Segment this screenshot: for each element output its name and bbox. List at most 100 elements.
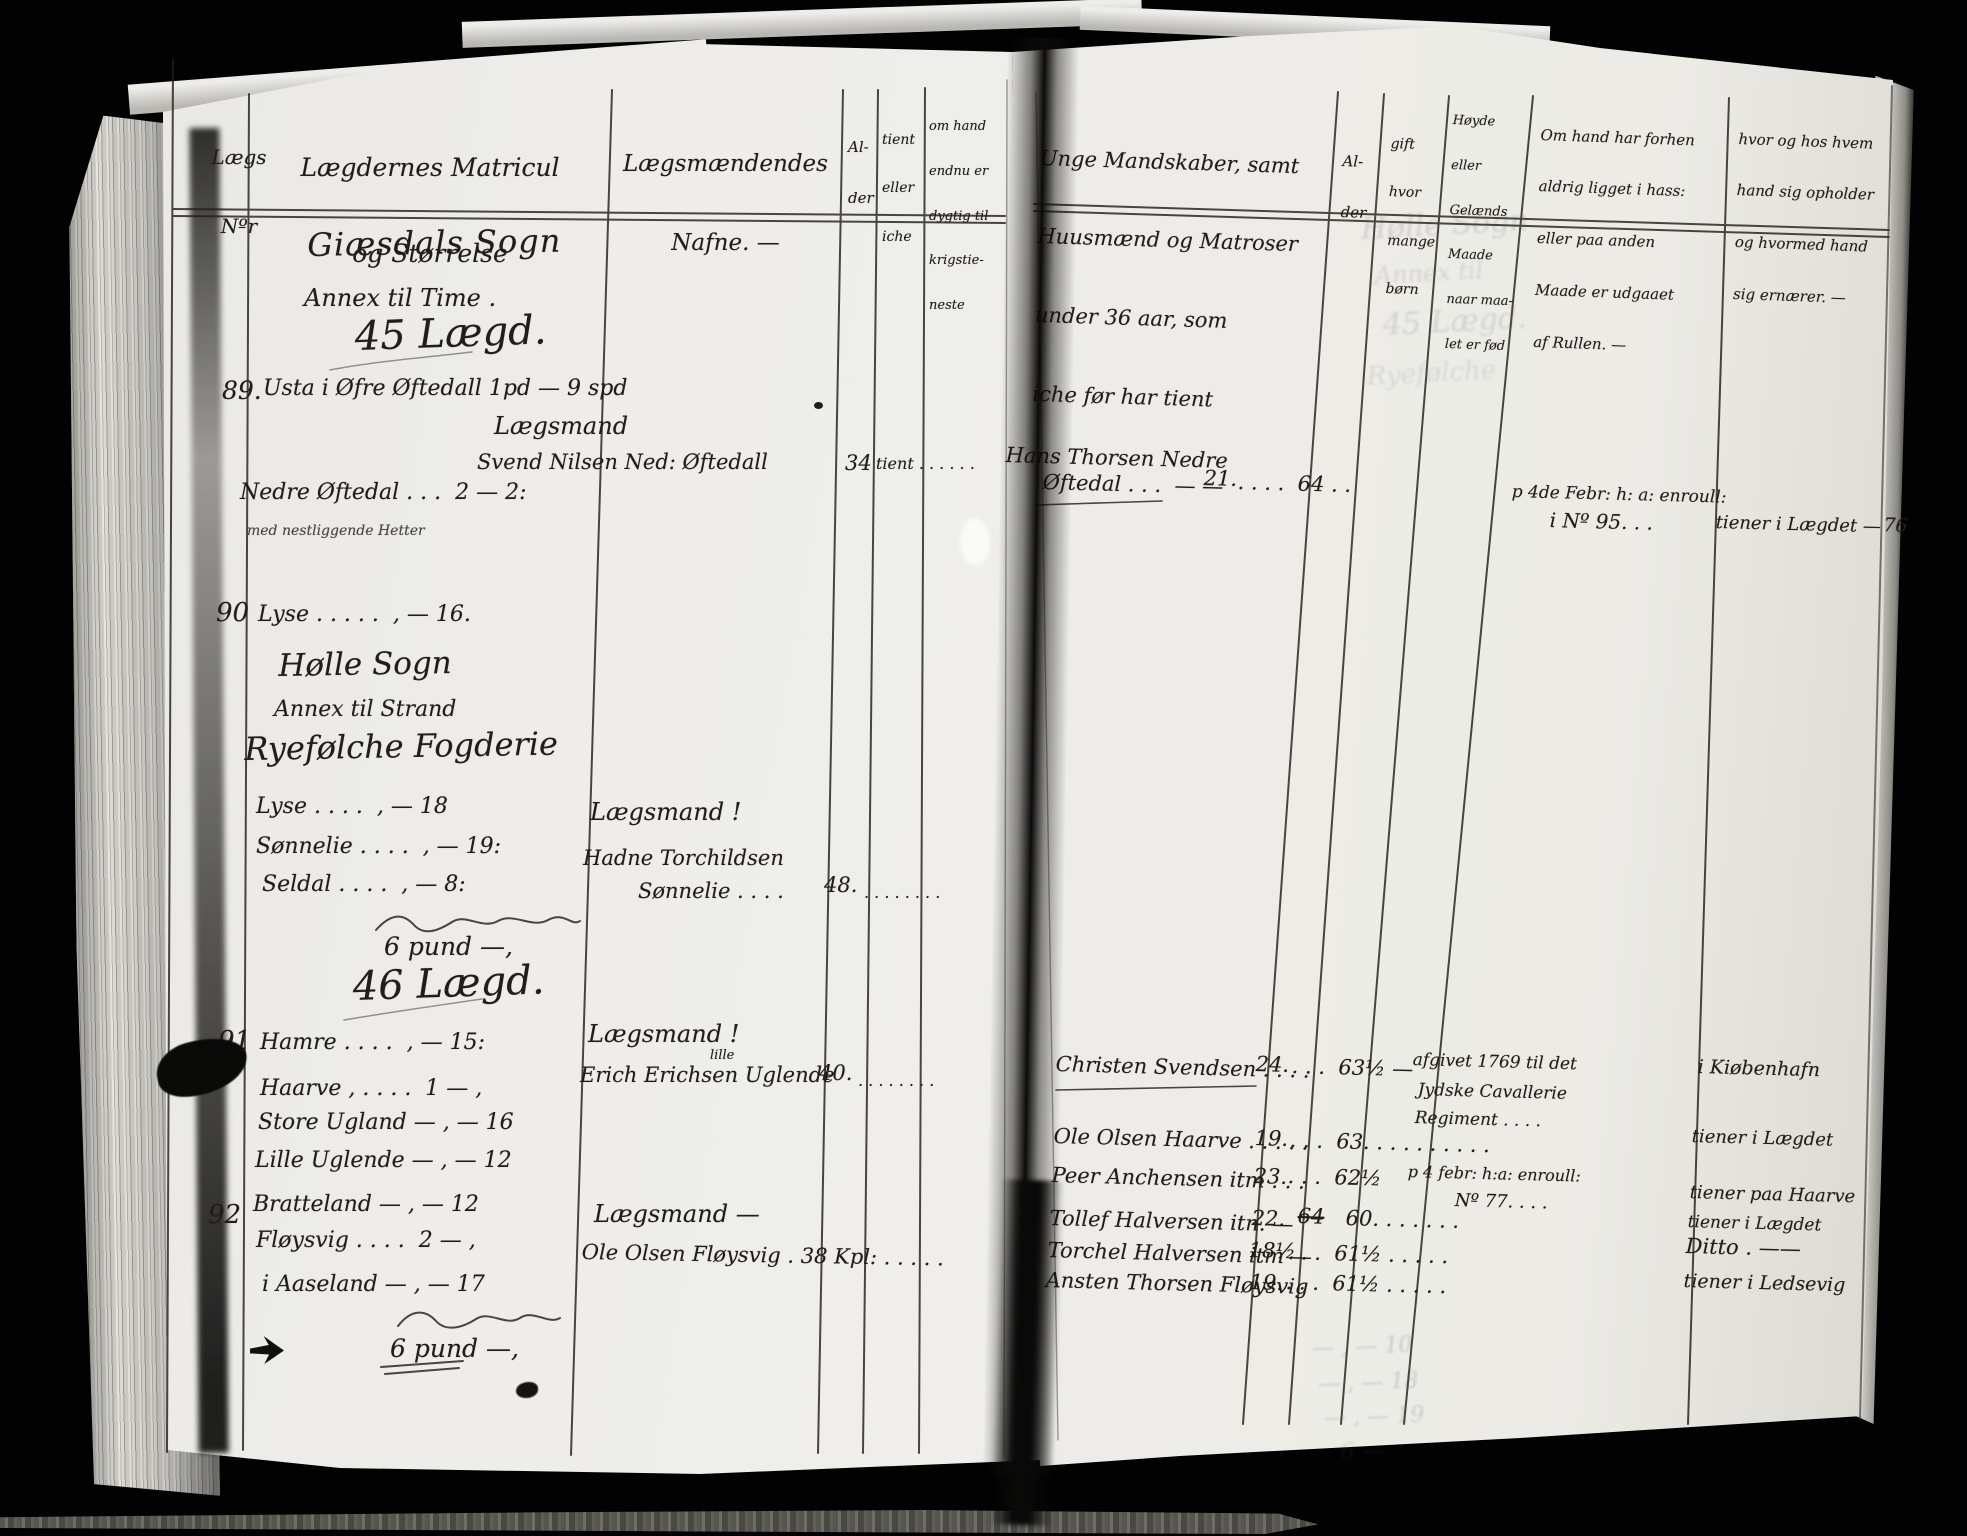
section-annex-time: Annex til Time . [304,284,497,312]
sum-6-pund: 6 pund —, [390,1334,519,1363]
header-line: aldrig ligget i hass: [1538,177,1686,201]
section-parish-gjesdal: Giæsdals Sogn [307,221,562,264]
header-line: Lægsmændendes [623,150,828,177]
column-header-matricul: Lægdernes Matricul og Størrelse [265,96,595,326]
header-line: krigstie- [929,253,984,269]
header-line: Maade [1447,247,1494,264]
recruit-remark: Nº 77. . . . [1454,1190,1548,1214]
column-header-age-right: Al- der [1339,118,1369,257]
farm-entry: Haarve , . . . . 1 — , [260,1076,483,1101]
header-line: Høyde [1452,112,1496,130]
ghost-bleed-number: — , — 19 [1324,1402,1425,1431]
row-number-89: 89. [222,376,262,405]
header-line: der [1340,203,1367,223]
sum-6-pund: 6 pund —, [384,932,513,961]
recruit-height-struck-value: 64 [1297,1204,1325,1229]
laegsmand-age-value: 34 [845,451,872,475]
section-laegd-46-title: 46 Lægd. [352,957,546,1010]
recruit-whereabouts: tiener i Lægdet [1691,1126,1834,1151]
recruit-remark: Regiment . . . . [1414,1108,1542,1132]
laegsmand-age-value: 48. [824,873,858,897]
book-gutter-fold-wedge [989,1179,1065,1526]
recruit-whereabouts: tiener i Ledsevig [1683,1270,1846,1297]
edge-mark-number: 76 [1882,514,1909,538]
farm-entry: Seldal . . . . , — 8: [262,872,466,897]
column-header-age-left: Al- der [848,104,874,242]
header-line: Gelænds [1449,202,1508,220]
farm-entry: Bratteland — , — 12 [253,1192,479,1217]
header-line: Om hand har forhen [1540,125,1696,149]
ghost-bleed-number: — , — 10 [1312,1332,1413,1361]
ghost-bleed-number: — , — 18 [1318,1368,1419,1397]
header-line: hand sig opholder [1736,181,1875,204]
leader-dots: . . . . . . . . [858,1071,935,1090]
recruit-remark: i Nº 95. . . [1549,508,1654,535]
column-header-laegs-no: Lægs Nºr [200,100,278,284]
header-line: Lægdernes Matricul [300,152,560,182]
header-line: Nafne. — [671,230,780,257]
recruit-age-value: 19. [1249,1270,1284,1295]
farm-entry: Fløysvig . . . . 2 — , [256,1228,476,1253]
row-number-90: 90 [216,598,250,628]
recruit-age-value: 19. [1254,1126,1289,1151]
paper-flaw-spot [960,518,990,566]
farm-entry: Nedre Øftedal . . . 2 — 2: [240,480,527,505]
header-line: af Rullen. — [1532,332,1627,354]
laegsmand-name: Erich Erichsen Uglende [580,1063,835,1087]
header-line: Lægs [211,145,267,169]
header-line: sig ernærer. — [1732,284,1847,307]
recruit-age-value: 23. [1253,1164,1288,1189]
farm-entry: Lyse . . . . , — 18 [256,794,448,819]
laegsmand-name-superscript: lille [710,1048,735,1063]
section-district-ryfylke: Ryefølche Fogderie [244,724,559,768]
row-number-92: 92 [208,1200,242,1230]
header-line: og Størrelse [352,238,508,268]
laegsmand-label: Lægsmand ! [590,798,742,826]
leader-dots: . . . . . . . . [864,883,941,902]
farm-entry: Lyse . . . . . , — 16. [258,602,471,627]
farm-entry: Usta i Øfre Øftedall 1pd — 9 spd [263,376,628,401]
laegsmand-name: Sønnelie . . . . [638,879,784,903]
laegsmand-label: Lægsmand [494,412,629,440]
header-line: eller paa anden [1536,228,1656,252]
laegsmand-label: Lægsmand — [594,1200,760,1228]
recruit-height-value: . . . 62½ [1287,1164,1382,1191]
farm-entry: Sønnelie . . . . , — 19: [256,834,502,859]
header-line: Huusmænd og Matroser [1037,224,1299,257]
column-header-whereabouts: hvor og hos hvem hand sig opholder og hv… [1732,96,1878,342]
header-line: endnu er [929,163,989,179]
recruit-whereabouts: i Kiøbenhafn [1697,1056,1821,1082]
column-header-fit-for-service: om hand endnu er dygtig til krigstie- ne… [929,90,988,344]
header-line: Nºr [220,214,258,238]
section-parish-hoelle: Hølle Sogn [278,644,453,684]
recruit-age-value: 21. [1203,466,1238,491]
header-line: eller [882,180,915,197]
laegsmand-age-value: 40. [819,1061,853,1085]
header-line: eller [1450,157,1482,174]
recruit-height-value: . . . 61½ . . . . . [1285,1270,1447,1299]
header-line: let er fød [1444,336,1506,354]
recruit-height-value: . . . 61½ . . . . . [1287,1240,1449,1269]
header-line: tient [882,132,916,149]
recruit-remark: Jydske Cavallerie [1417,1080,1568,1104]
column-header-laegsmaend-names: Lægsmændendes Nafne. — [618,98,833,310]
recruit-whereabouts: tiener paa Haarve [1689,1182,1856,1208]
laegsmand-name: Svend Nilsen Ned: Øftedall [477,450,768,474]
farm-entry-note: med nestliggende Hetter [247,523,425,539]
header-line: iche [882,228,912,245]
header-line: mange [1386,232,1436,251]
header-line: dygtig til [929,208,989,224]
farm-entry: Hamre . . . . , — 15: [260,1030,486,1055]
header-line: neste [929,298,965,314]
ink-blot [516,1382,538,1398]
recruit-remark: afgivet 1769 til det [1412,1050,1578,1075]
ghost-bleed-number: 6 — [1340,1438,1384,1465]
recruit-height-value: . . . . 64 . . [1237,470,1352,497]
column-header-served: tient eller iche [882,100,915,277]
header-line: og hvormed hand [1734,232,1869,256]
header-line: Unge Mandskaber, samt [1039,145,1300,178]
recruit-whereabouts: tiener i Lægdet [1687,1212,1822,1236]
